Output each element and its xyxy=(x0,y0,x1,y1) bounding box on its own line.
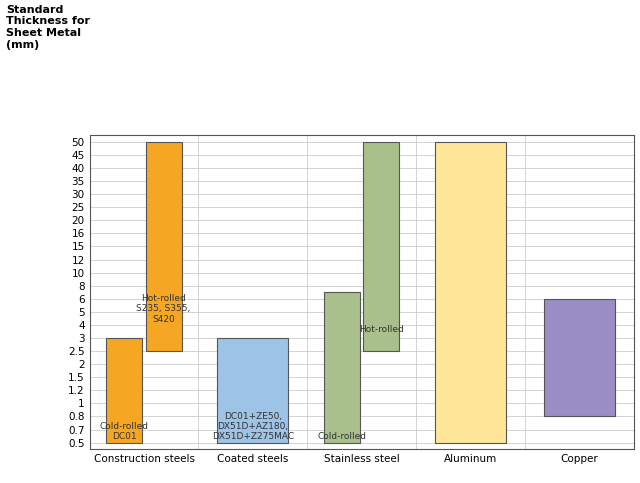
Text: Cold-rolled: Cold-rolled xyxy=(317,432,367,441)
Text: Standard
Thickness for
Sheet Metal
(mm): Standard Thickness for Sheet Metal (mm) xyxy=(6,5,90,50)
Bar xyxy=(106,338,142,442)
Bar xyxy=(544,299,614,416)
Bar xyxy=(435,142,506,442)
Bar xyxy=(218,338,288,442)
Bar xyxy=(364,142,399,351)
Text: DC01+ZE50,
DX51D+AZ180,
DX51D+Z275MAC: DC01+ZE50, DX51D+AZ180, DX51D+Z275MAC xyxy=(212,412,294,441)
Text: Hot-rolled
S235, S355,
S420: Hot-rolled S235, S355, S420 xyxy=(136,294,191,324)
Bar xyxy=(146,142,182,351)
Bar xyxy=(324,292,360,442)
Text: Cold-rolled
DC01: Cold-rolled DC01 xyxy=(100,422,149,441)
Text: Hot-rolled: Hot-rolled xyxy=(359,325,404,334)
